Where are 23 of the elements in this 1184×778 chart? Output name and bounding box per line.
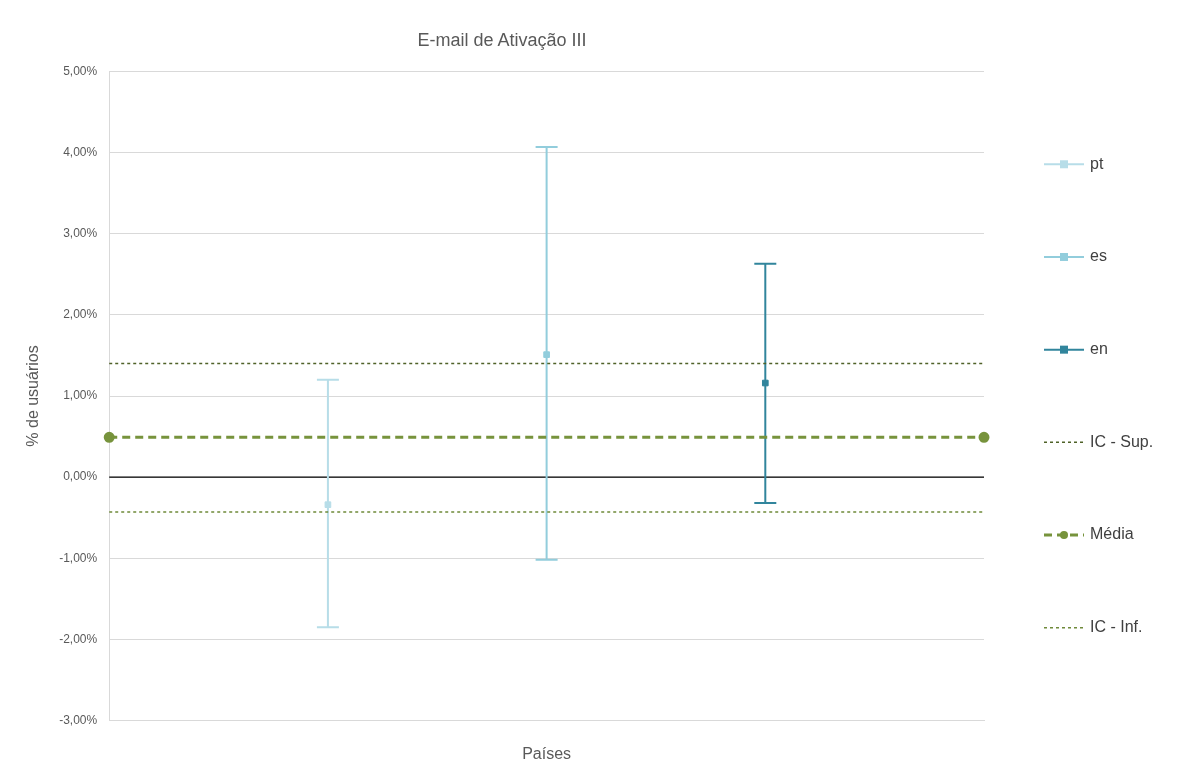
legend-label: en bbox=[1090, 340, 1108, 358]
legend-label: es bbox=[1090, 247, 1107, 265]
y-tick-label: 0,00% bbox=[63, 469, 98, 484]
legend-label: IC - Inf. bbox=[1090, 618, 1143, 636]
y-tick-label: 1,00% bbox=[63, 388, 98, 403]
legend-label: pt bbox=[1090, 154, 1104, 172]
y-axis-title: % de usuários bbox=[24, 345, 42, 447]
chart-title: E-mail de Ativação III bbox=[417, 29, 587, 50]
y-tick-label: 5,00% bbox=[63, 63, 98, 78]
y-tick-label: -3,00% bbox=[59, 712, 98, 727]
point bbox=[543, 351, 550, 358]
point bbox=[761, 379, 769, 387]
y-tick-label: 2,00% bbox=[63, 307, 98, 322]
point bbox=[324, 501, 332, 508]
point bbox=[978, 431, 990, 443]
y-tick-label: -1,00% bbox=[59, 550, 98, 565]
point bbox=[103, 431, 115, 443]
x-axis-title: Países bbox=[522, 744, 572, 762]
y-tick-label: -2,00% bbox=[59, 631, 98, 646]
y-tick-label: 4,00% bbox=[63, 145, 98, 160]
legend-label: Média bbox=[1090, 525, 1134, 543]
legend-label: IC - Sup. bbox=[1090, 432, 1154, 450]
y-tick-label: 3,00% bbox=[63, 226, 98, 241]
